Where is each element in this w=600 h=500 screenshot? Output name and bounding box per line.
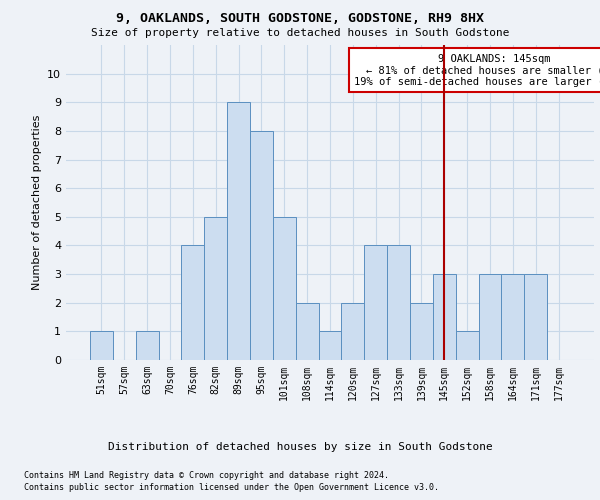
Bar (181, 246, 204, 360)
Bar (136, 332, 158, 360)
Bar (410, 302, 433, 360)
Bar (296, 302, 319, 360)
Bar (479, 274, 502, 360)
Text: Size of property relative to detached houses in South Godstone: Size of property relative to detached ho… (91, 28, 509, 38)
Bar (433, 274, 456, 360)
Bar (456, 332, 479, 360)
Bar (227, 102, 250, 360)
Bar (204, 217, 227, 360)
Text: Contains public sector information licensed under the Open Government Licence v3: Contains public sector information licen… (24, 484, 439, 492)
Text: 9 OAKLANDS: 145sqm
← 81% of detached houses are smaller (51)
19% of semi-detache: 9 OAKLANDS: 145sqm ← 81% of detached hou… (354, 54, 600, 87)
Bar (502, 274, 524, 360)
Bar (341, 302, 364, 360)
Bar (524, 274, 547, 360)
Text: 9, OAKLANDS, SOUTH GODSTONE, GODSTONE, RH9 8HX: 9, OAKLANDS, SOUTH GODSTONE, GODSTONE, R… (116, 12, 484, 26)
Bar (273, 217, 296, 360)
Bar (90, 332, 113, 360)
Bar (387, 246, 410, 360)
Text: Contains HM Land Registry data © Crown copyright and database right 2024.: Contains HM Land Registry data © Crown c… (24, 471, 389, 480)
Bar (250, 131, 273, 360)
Text: Distribution of detached houses by size in South Godstone: Distribution of detached houses by size … (107, 442, 493, 452)
Bar (319, 332, 341, 360)
Bar (364, 246, 387, 360)
Y-axis label: Number of detached properties: Number of detached properties (32, 115, 41, 290)
